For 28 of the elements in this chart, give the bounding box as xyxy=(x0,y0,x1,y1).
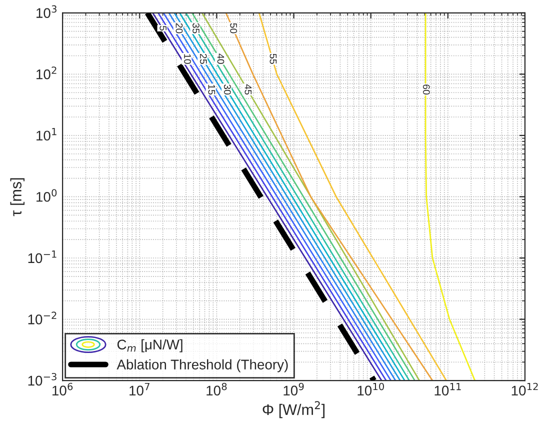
legend-label: Ablation Threshold (Theory) xyxy=(116,359,288,372)
legend-title: C$_{m}$ [μN/W] xyxy=(117,339,182,352)
text: 50 xyxy=(230,23,237,34)
text: 45 xyxy=(244,84,252,94)
text: 5 xyxy=(160,26,166,31)
y-tick-label: 10$^{0}$ xyxy=(36,189,57,202)
text: 35 xyxy=(192,23,200,34)
text: 10 xyxy=(184,54,191,64)
x-tick-label: 10$^{7}$ xyxy=(130,382,150,396)
y-tick-label: 10$^{3}$ xyxy=(36,5,56,18)
y-tick-label: 10$^{−2}$ xyxy=(28,312,56,324)
x-tick-label: 10$^{9}$ xyxy=(284,382,304,396)
text: 30 xyxy=(224,84,231,95)
y-axis-title: τ [ms] xyxy=(10,178,25,216)
text: 40 xyxy=(217,54,224,64)
x-tick-label: 10$^{8}$ xyxy=(206,382,227,396)
text: 25 xyxy=(200,54,207,64)
y-tick-label: 10$^{2}$ xyxy=(36,66,56,80)
text: 60 xyxy=(422,84,430,95)
x-tick-label: 10$^{11}$ xyxy=(434,382,461,396)
y-tick-label: 10$^{−1}$ xyxy=(28,250,56,264)
x-axis-title: Φ [W/m$^{2}$] xyxy=(262,401,324,418)
text: 15 xyxy=(208,84,216,94)
text: 20 xyxy=(176,23,183,34)
x-tick-label: 10$^{12}$ xyxy=(512,382,538,396)
text: 55 xyxy=(270,54,277,64)
y-tick-label: 10$^{1}$ xyxy=(36,128,56,141)
x-tick-label: 10$^{10}$ xyxy=(358,382,384,396)
